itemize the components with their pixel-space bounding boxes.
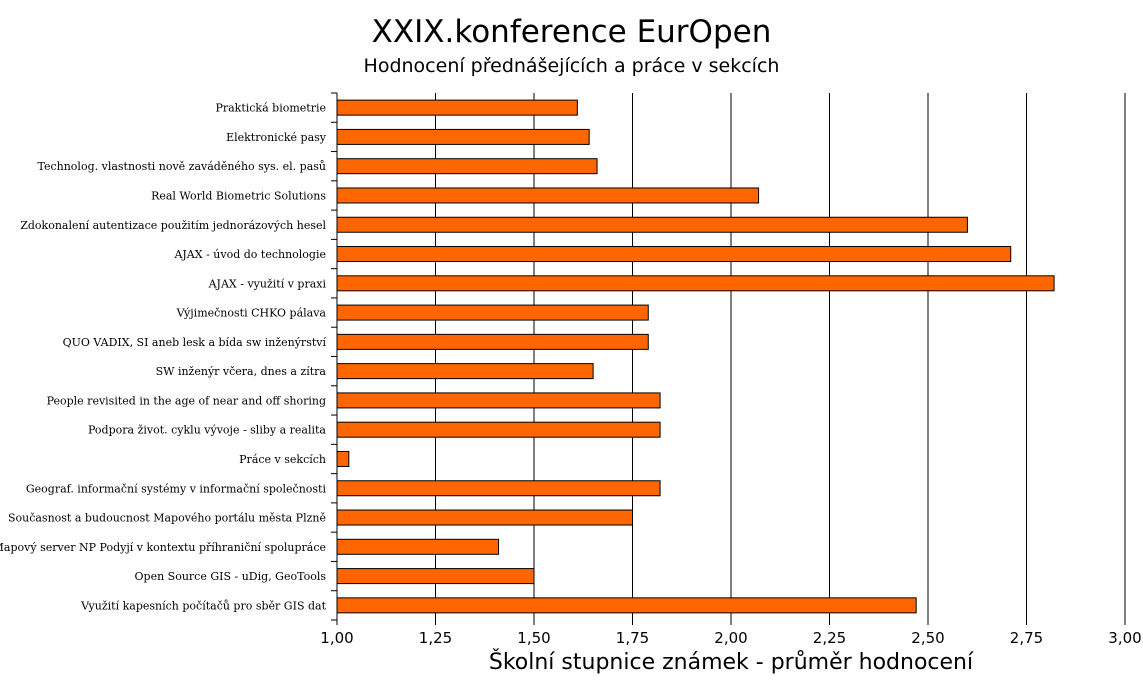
- category-label: AJAX - úvod do technologie: [173, 248, 326, 261]
- bar: [336, 450, 350, 467]
- category-label: Technolog. vlastnosti nově zaváděného sy…: [37, 160, 326, 173]
- bar: [336, 187, 760, 204]
- bar: [336, 333, 649, 350]
- category-label: Podpora život. cyklu vývoje - sliby a re…: [88, 424, 326, 437]
- x-tick-label: 2,50: [911, 629, 944, 647]
- bar: [336, 568, 535, 585]
- category-label: Současnost a budoucnost Mapového portálu…: [8, 512, 326, 525]
- bar: [336, 275, 1055, 292]
- category-label: Využití kapesních počítačů pro sběr GIS …: [80, 599, 327, 612]
- category-label: AJAX - využití v praxi: [208, 277, 327, 290]
- bar: [336, 246, 1012, 263]
- category-label: Mapový server NP Podyjí v kontextu příhr…: [0, 541, 326, 554]
- bar: [336, 509, 633, 526]
- category-label: QUO VADIX, SI aneb lesk a bída sw inžený…: [63, 336, 327, 349]
- x-tick-label: 1,00: [320, 629, 353, 647]
- bar: [336, 216, 968, 233]
- bar: [336, 480, 661, 497]
- category-label: Elektronické pasy: [226, 131, 327, 144]
- category-label: Geograf. informační systémy v informační…: [26, 482, 327, 495]
- category-label: Open Source GIS - uDig, GeoTools: [135, 570, 327, 583]
- chart-subtitle: Hodnocení přednášejících a práce v sekcí…: [363, 55, 780, 77]
- bar: [336, 538, 500, 555]
- x-tick-label: 1,25: [419, 629, 452, 647]
- category-label: SW inženýr včera, dnes a zítra: [156, 365, 327, 378]
- x-tick-label: 1,75: [616, 629, 649, 647]
- category-label: Výjimečnosti CHKO pálava: [176, 307, 327, 320]
- x-tick-label: 2,00: [714, 629, 747, 647]
- bar: [336, 363, 594, 380]
- bar: [336, 304, 649, 321]
- x-axis-label: Školní stupnice známek - průměr hodnocen…: [488, 650, 974, 675]
- x-tick-label: 1,50: [517, 629, 550, 647]
- x-tick-label: 2,75: [1010, 629, 1043, 647]
- bar: [336, 128, 590, 145]
- category-label: People revisited in the age of near and …: [47, 394, 326, 407]
- bar: [336, 99, 578, 116]
- x-tick-label: 3,00: [1108, 629, 1141, 647]
- bar: [336, 421, 661, 438]
- bar: [336, 597, 917, 614]
- category-label: Praktická biometrie: [215, 102, 326, 115]
- bar: [336, 392, 661, 409]
- bar: [336, 158, 598, 175]
- category-label: Zdokonalení autentizace použitím jednorá…: [20, 219, 326, 232]
- chart-title: XXIX.konference EurOpen: [371, 14, 772, 50]
- category-label: Real World Biometric Solutions: [151, 189, 326, 202]
- x-tick-label: 2,25: [813, 629, 846, 647]
- category-label: Práce v sekcích: [239, 453, 326, 466]
